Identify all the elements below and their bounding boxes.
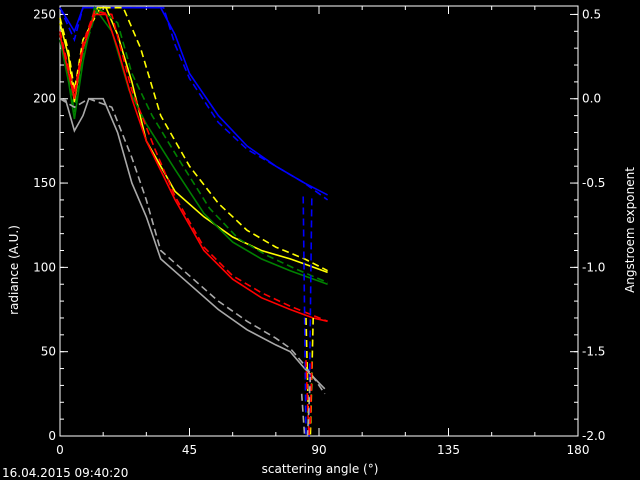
y2-tick-label: -2.0 bbox=[582, 429, 605, 443]
series-line-0 bbox=[59, 6, 328, 196]
plot-frame bbox=[59, 5, 579, 437]
series-line-7 bbox=[59, 10, 328, 323]
y2-tick-label: -0.5 bbox=[582, 176, 605, 190]
y2-tick-label: 0.5 bbox=[582, 7, 601, 21]
series-line-1 bbox=[59, 6, 329, 201]
series-layer bbox=[59, 5, 329, 437]
y-tick-label: 150 bbox=[33, 176, 56, 190]
series-line-8 bbox=[59, 97, 326, 390]
series-line-3 bbox=[59, 6, 328, 272]
y2-tick-label: -1.0 bbox=[582, 260, 605, 274]
y2-axis-label: Angstroem exponent bbox=[623, 167, 637, 293]
series-line-5 bbox=[59, 6, 328, 284]
timestamp: 16.04.2015 09:40:20 bbox=[2, 466, 129, 480]
x-axis-label: scattering angle (°) bbox=[262, 462, 379, 476]
x-tick-label: 0 bbox=[56, 443, 64, 457]
y-tick-label: 250 bbox=[33, 7, 56, 21]
y-tick-label: 200 bbox=[33, 92, 56, 106]
y2-tick-label: 0.0 bbox=[582, 92, 601, 106]
y-axis-label: radiance (A.U.) bbox=[7, 225, 21, 315]
series-line-12 bbox=[305, 360, 313, 437]
series-line-9 bbox=[59, 97, 326, 395]
y2-tick-label: -1.5 bbox=[582, 345, 605, 359]
y-tick-label: 0 bbox=[48, 429, 56, 443]
x-tick-label: 180 bbox=[567, 443, 590, 457]
x-tick-label: 45 bbox=[182, 443, 197, 457]
series-line-6 bbox=[59, 13, 328, 323]
y-tick-label: 50 bbox=[41, 345, 56, 359]
axes: 0 45 90 135 180 0 50 100 150 200 250 -2.0 -1.5 -1.0 -0… bbox=[33, 5, 605, 457]
x-tick-label: 90 bbox=[311, 443, 326, 457]
series-line-4 bbox=[59, 5, 328, 285]
x-tick-label: 135 bbox=[437, 443, 460, 457]
y-tick-label: 100 bbox=[33, 260, 56, 274]
